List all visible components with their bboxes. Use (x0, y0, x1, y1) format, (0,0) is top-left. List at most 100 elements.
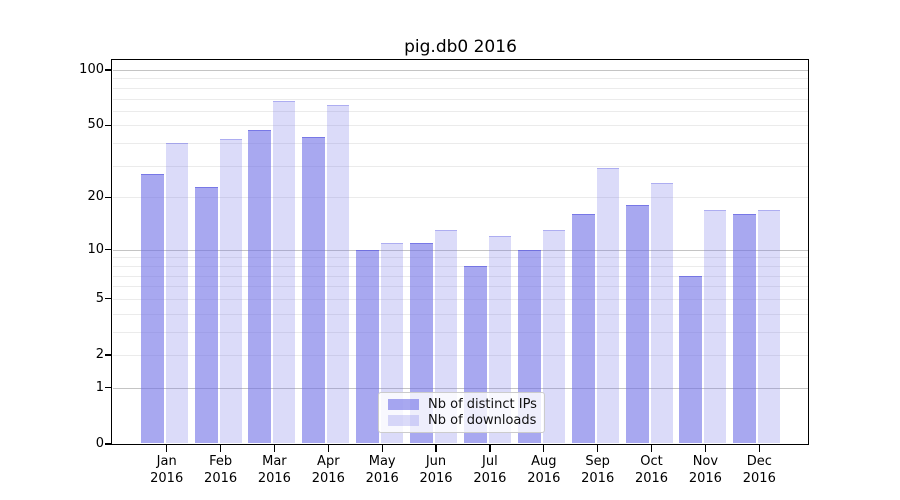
gridline-minor-9 (113, 257, 808, 259)
x-tick-month: May (368, 454, 396, 469)
gridline-minor-6 (113, 286, 808, 288)
bar-downloads-apr (327, 104, 350, 444)
bar-ips-may (356, 249, 380, 444)
y-tick-label-2: 2 (95, 347, 104, 362)
x-tick-mark-may (381, 445, 383, 452)
y-tick-mark-5 (105, 298, 112, 300)
x-tick-mark-dec (758, 445, 760, 452)
x-tick-month: Apr (317, 454, 340, 469)
gridline-minor-5 (113, 298, 808, 300)
bar-ips-apr (302, 137, 326, 444)
gridline-minor-50 (113, 125, 808, 127)
x-tick-year: 2016 (688, 471, 722, 486)
bar-ips-mar (248, 130, 272, 444)
x-tick-year: 2016 (634, 471, 669, 486)
y-tick-label-10: 10 (87, 241, 104, 257)
y-tick-label-1: 1 (95, 379, 104, 395)
x-tick-year: 2016 (311, 471, 345, 486)
bar-downloads-jan (165, 143, 188, 444)
x-tick-year: 2016 (742, 471, 776, 486)
x-tick-label-oct: Oct 2016 (624, 453, 680, 487)
x-tick-year: 2016 (150, 471, 184, 486)
bar-ips-nov (679, 275, 703, 444)
bar-downloads-feb (219, 139, 242, 444)
y-tick-mark-0 (105, 443, 112, 445)
gridline-major-100 (113, 70, 808, 71)
legend-label: Nb of distinct IPs (428, 396, 537, 412)
bar-ips-jan (140, 174, 164, 444)
y-tick-mark-50 (105, 124, 112, 127)
x-tick-month: Aug (531, 454, 557, 469)
bar-ips-sep (571, 214, 595, 444)
gridline-minor-3 (113, 331, 808, 333)
y-tick-mark-100 (105, 69, 112, 71)
x-tick-mark-jul (489, 445, 491, 452)
legend-swatch-ips (388, 398, 419, 410)
bar-downloads-oct (650, 183, 673, 444)
gridline-major-1 (113, 387, 808, 389)
y-tick-label-100: 100 (79, 62, 104, 77)
gridline-minor-30 (113, 165, 808, 167)
gridline-minor-7 (113, 275, 808, 277)
x-tick-month: Nov (692, 454, 719, 469)
x-tick-label-jan: Jan 2016 (139, 453, 195, 487)
x-tick-label-sep: Sep 2016 (570, 453, 626, 487)
x-tick-label-dec: Dec 2016 (731, 453, 787, 487)
x-tick-month: Jun (425, 454, 447, 469)
x-tick-month: Dec (746, 454, 772, 469)
x-tick-month: Feb (209, 454, 233, 469)
gridline-minor-8 (113, 265, 808, 267)
gridline-minor-40 (113, 143, 808, 145)
x-tick-year: 2016 (365, 471, 399, 486)
y-tick-mark-2 (105, 354, 112, 356)
x-tick-year: 2016 (473, 471, 507, 486)
x-tick-year: 2016 (581, 471, 615, 486)
y-tick-label-0: 0 (95, 436, 104, 451)
x-tick-mark-jun (435, 445, 437, 452)
chart-title: pig.db0 2016 (404, 37, 517, 57)
x-tick-label-may: May 2016 (354, 453, 410, 487)
bar-ips-feb (194, 186, 218, 444)
bar-downloads-dec (758, 209, 781, 444)
gridline-minor-2 (113, 355, 808, 356)
x-tick-mark-sep (597, 445, 599, 452)
x-tick-month: Jan (156, 454, 177, 469)
x-tick-mark-oct (650, 445, 653, 452)
gridline-minor-70 (113, 98, 808, 100)
gridline-minor-80 (113, 87, 808, 89)
x-tick-mark-aug (543, 445, 545, 452)
y-tick-label-20: 20 (87, 189, 104, 205)
bar-downloads-aug (542, 230, 565, 444)
legend-item-ips: Nb of distinct IPs (388, 396, 537, 412)
x-tick-label-jul: Jul 2016 (462, 453, 518, 487)
y-tick-mark-10 (105, 249, 112, 251)
x-tick-mark-jan (166, 445, 168, 452)
gridline-minor-90 (113, 78, 808, 80)
y-tick-mark-1 (105, 387, 112, 389)
bar-downloads-sep (596, 168, 619, 444)
x-tick-month: Jul (482, 454, 498, 469)
x-tick-label-aug: Aug 2016 (516, 453, 572, 487)
gridline-major-10 (113, 249, 808, 251)
legend: Nb of distinct IPs Nb of downloads (378, 392, 545, 433)
bar-downloads-mar (273, 100, 296, 444)
bar-ips-dec (733, 214, 757, 444)
gridline-minor-20 (113, 197, 808, 199)
x-tick-mark-mar (273, 445, 276, 452)
gridline-minor-60 (113, 110, 808, 112)
y-tick-mark-20 (105, 196, 112, 198)
legend-label: Nb of downloads (428, 413, 537, 429)
x-tick-mark-feb (219, 445, 222, 452)
x-tick-label-mar: Mar 2016 (246, 453, 302, 487)
bar-downloads-jun (435, 230, 457, 444)
x-tick-label-apr: Apr 2016 (300, 453, 356, 487)
x-tick-mark-nov (704, 445, 707, 452)
x-tick-mark-apr (327, 445, 329, 452)
bar-downloads-nov (704, 209, 727, 444)
x-tick-year: 2016 (419, 471, 453, 486)
y-tick-label-50: 50 (87, 117, 104, 133)
legend-item-downloads: Nb of downloads (388, 413, 537, 429)
bar-downloads-jul (488, 236, 511, 444)
x-tick-year: 2016 (204, 471, 238, 486)
